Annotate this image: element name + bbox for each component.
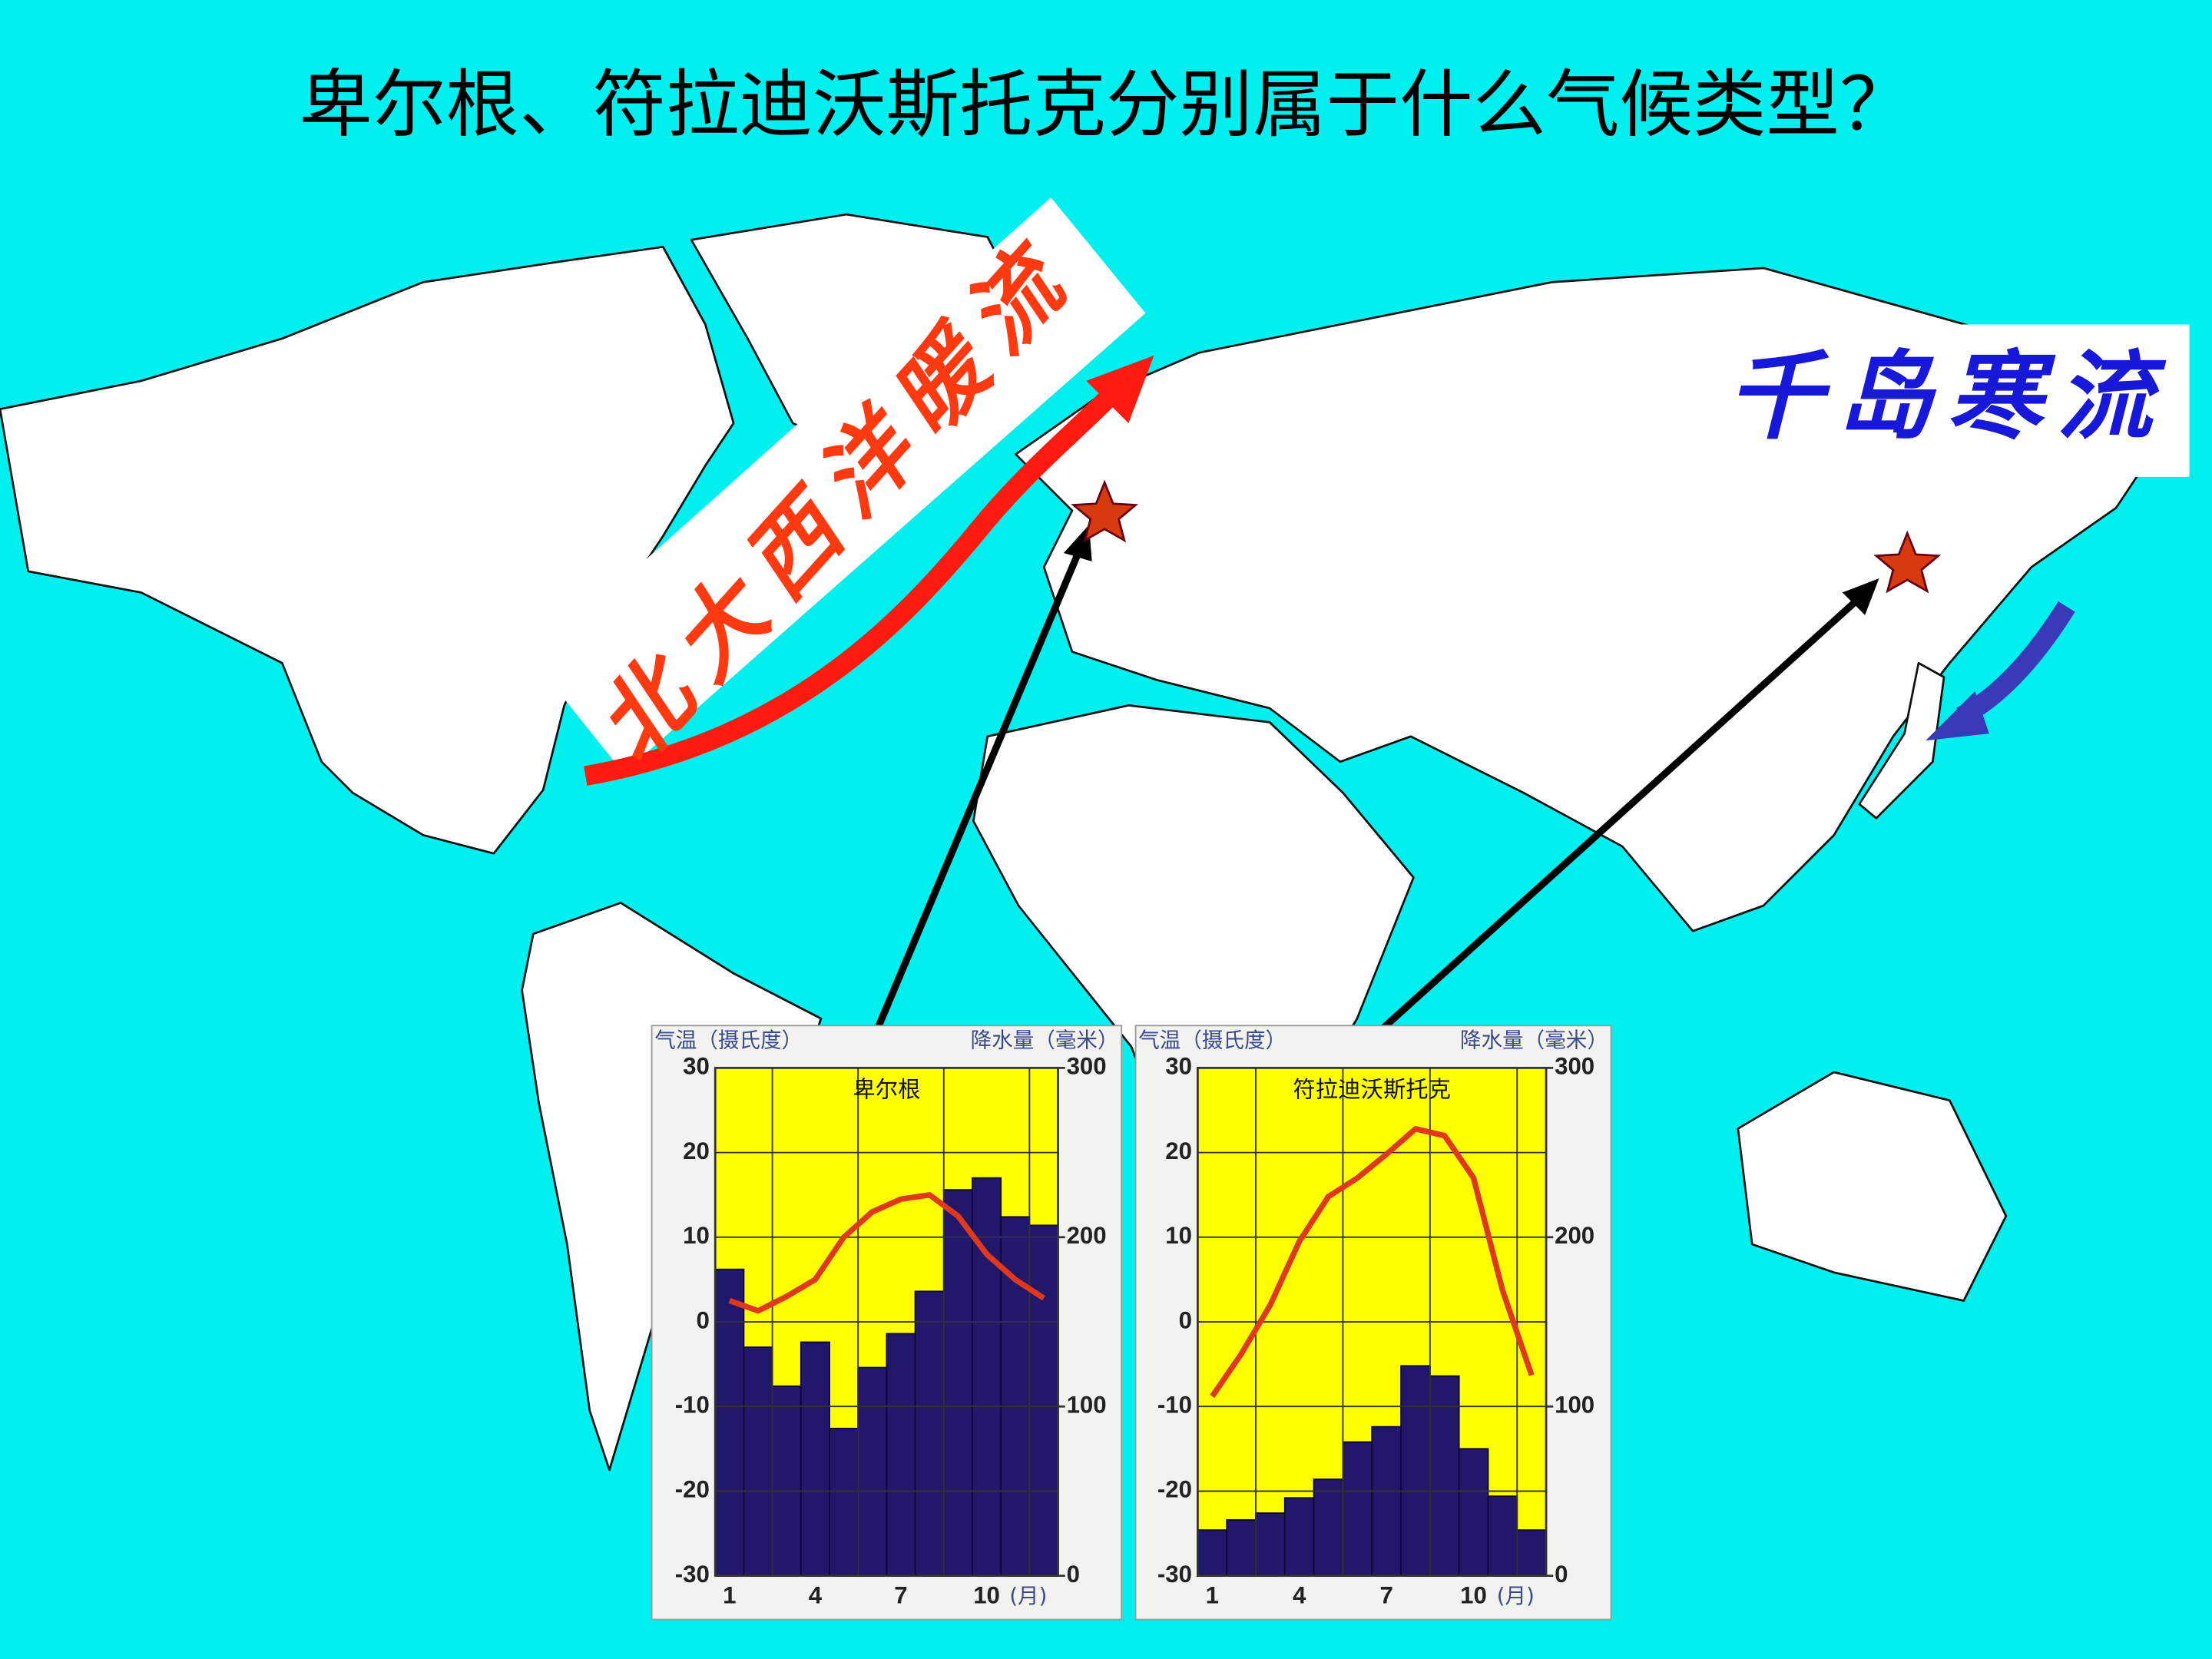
city-star	[1873, 530, 1942, 594]
x-tick-label: 4	[1293, 1581, 1306, 1608]
x-axis-label: (月)	[1009, 1584, 1047, 1608]
precip-bar	[743, 1346, 773, 1577]
plot-frame	[714, 1067, 1059, 1578]
y-tick-label: 30	[1165, 1053, 1192, 1080]
y-tick-label: 20	[683, 1137, 710, 1164]
precip-bar	[1342, 1441, 1373, 1577]
y-tick-label: -20	[1157, 1476, 1192, 1503]
x-tick-label: 7	[894, 1581, 907, 1608]
temperature-line	[1210, 1126, 1535, 1399]
precip-bar	[829, 1427, 859, 1577]
precip-bar	[1197, 1529, 1228, 1577]
precip-bar	[1516, 1529, 1547, 1577]
y2-tick-label: 200	[1555, 1222, 1594, 1249]
precip-bar	[1255, 1512, 1286, 1577]
y2-tick-label: 300	[1555, 1053, 1594, 1080]
precip-bar	[1028, 1224, 1059, 1577]
cold-current-label: 千岛寒流	[1727, 341, 2167, 452]
warm-current-arrowhead	[1086, 355, 1154, 424]
precip-bar	[771, 1385, 802, 1577]
y2-axis-label: 降水量（毫米）	[971, 1028, 1119, 1053]
city-star	[1071, 479, 1139, 543]
precip-bar	[942, 1189, 973, 1577]
y-axis-label: 气温（摄氏度）	[1138, 1028, 1286, 1053]
current-banner	[533, 197, 1146, 773]
y-tick-label: 10	[1165, 1222, 1192, 1249]
precip-bar	[857, 1366, 888, 1577]
y2-axis-label: 降水量（毫米）	[1460, 1028, 1608, 1053]
y-tick-label: 10	[683, 1222, 710, 1249]
y-tick-label: 30	[683, 1053, 710, 1080]
temperature-line	[728, 1192, 1045, 1314]
x-tick-label: 10	[1460, 1581, 1487, 1608]
pointer-arrow	[876, 545, 1084, 1028]
precip-bar	[1400, 1365, 1431, 1577]
y-tick-label: -10	[1157, 1391, 1192, 1418]
precip-bar	[1487, 1495, 1518, 1577]
pointer-arrowhead	[1842, 578, 1879, 615]
y-tick-label: -30	[1157, 1561, 1192, 1588]
cold-current-arrowhead	[1926, 691, 1989, 741]
cold-current-box	[1693, 324, 2190, 477]
x-tick-label: 10	[973, 1581, 1000, 1608]
chart-title: 卑尔根	[853, 1076, 920, 1102]
x-tick-label: 4	[809, 1581, 823, 1608]
y2-tick-label: 0	[1067, 1561, 1080, 1588]
precip-bar	[1458, 1448, 1489, 1577]
precip-bar	[914, 1290, 945, 1577]
plot-frame	[1197, 1067, 1548, 1578]
precip-bar	[1226, 1518, 1257, 1577]
y-tick-label: 0	[697, 1306, 710, 1333]
y-tick-label: -20	[675, 1476, 710, 1503]
y-tick-label: -30	[675, 1561, 710, 1588]
y-tick-label: 20	[1165, 1137, 1192, 1164]
y2-tick-label: 100	[1555, 1391, 1594, 1418]
x-axis-label: (月)	[1497, 1584, 1535, 1608]
slide-title: 卑尔根、符拉迪沃斯托克分别属于什么气候类型？	[300, 65, 1913, 146]
y-tick-label: 0	[1179, 1306, 1192, 1333]
japan	[1858, 661, 1945, 820]
precip-bar	[800, 1341, 830, 1577]
x-tick-label: 7	[1379, 1581, 1392, 1608]
precip-bar	[886, 1333, 916, 1577]
pointer-arrow	[1363, 595, 1862, 1047]
y-axis-label: 气温（摄氏度）	[654, 1028, 803, 1053]
y2-tick-label: 300	[1067, 1053, 1107, 1080]
precip-bar	[1429, 1375, 1460, 1577]
y2-tick-label: 0	[1555, 1561, 1568, 1588]
precip-bar	[714, 1268, 745, 1577]
precip-bar	[1283, 1497, 1315, 1577]
x-tick-label: 1	[1206, 1581, 1219, 1608]
precip-bar	[1371, 1426, 1402, 1577]
y2-tick-label: 100	[1067, 1391, 1107, 1418]
y-tick-label: -10	[675, 1391, 710, 1418]
pointer-arrowhead	[1063, 525, 1092, 562]
x-tick-label: 1	[723, 1581, 736, 1608]
chart-title: 符拉迪沃斯托克	[1293, 1076, 1451, 1102]
precip-bar	[1313, 1479, 1344, 1577]
warm-current-arrow	[584, 381, 1125, 786]
australia	[1737, 1071, 2008, 1302]
y2-tick-label: 200	[1067, 1222, 1107, 1249]
